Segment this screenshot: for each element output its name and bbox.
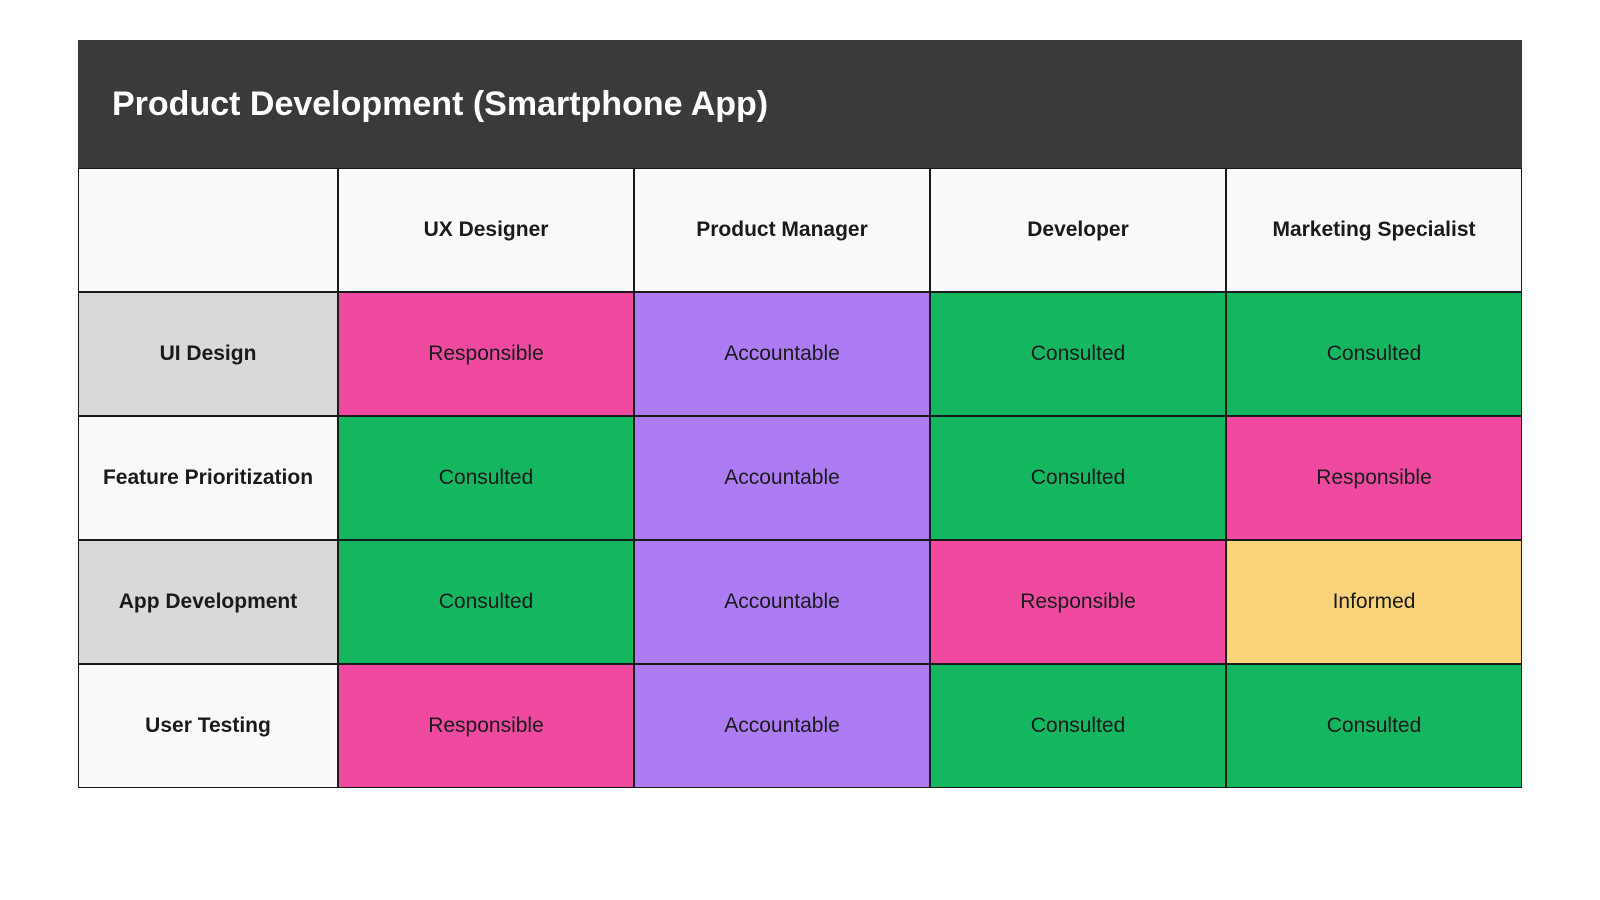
raci-cell: Responsible <box>1226 416 1522 540</box>
raci-cell: Accountable <box>634 540 930 664</box>
raci-cell: Responsible <box>930 540 1226 664</box>
raci-cell: Consulted <box>930 292 1226 416</box>
raci-matrix: Product Development (Smartphone App) UX … <box>0 0 1600 900</box>
raci-cell: Accountable <box>634 292 930 416</box>
column-header: Product Manager <box>634 168 930 292</box>
raci-cell: Consulted <box>338 416 634 540</box>
raci-cell: Consulted <box>930 416 1226 540</box>
title-bar: Product Development (Smartphone App) <box>78 40 1522 168</box>
raci-cell: Responsible <box>338 664 634 788</box>
table-corner <box>78 168 338 292</box>
column-header: Marketing Specialist <box>1226 168 1522 292</box>
raci-cell: Consulted <box>1226 292 1522 416</box>
raci-cell: Responsible <box>338 292 634 416</box>
row-header: UI Design <box>78 292 338 416</box>
column-header: UX Designer <box>338 168 634 292</box>
raci-cell: Consulted <box>338 540 634 664</box>
column-header: Developer <box>930 168 1226 292</box>
chart-title: Product Development (Smartphone App) <box>112 85 768 124</box>
raci-cell: Informed <box>1226 540 1522 664</box>
raci-grid: UX DesignerProduct ManagerDeveloperMarke… <box>78 168 1522 788</box>
raci-cell: Accountable <box>634 416 930 540</box>
row-header: Feature Prioritization <box>78 416 338 540</box>
row-header: User Testing <box>78 664 338 788</box>
raci-cell: Consulted <box>1226 664 1522 788</box>
raci-cell: Accountable <box>634 664 930 788</box>
raci-cell: Consulted <box>930 664 1226 788</box>
row-header: App Development <box>78 540 338 664</box>
